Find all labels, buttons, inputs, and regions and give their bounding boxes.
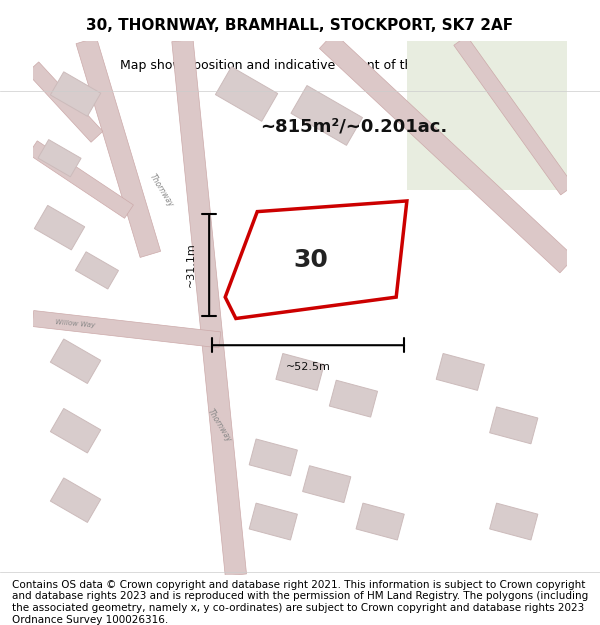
Bar [50, 409, 101, 453]
Bar [490, 407, 538, 444]
Bar [215, 67, 278, 121]
Text: Thornway: Thornway [148, 172, 175, 209]
Bar [50, 339, 101, 384]
Bar [50, 72, 101, 116]
Bar [291, 86, 362, 146]
Text: Contains OS data © Crown copyright and database right 2021. This information is : Contains OS data © Crown copyright and d… [12, 580, 588, 624]
Text: Thornway: Thornway [206, 407, 233, 444]
Bar [76, 252, 118, 289]
Text: ~31.1m: ~31.1m [185, 242, 196, 288]
Polygon shape [76, 38, 161, 258]
Bar [50, 478, 101, 522]
Bar [490, 503, 538, 540]
Polygon shape [454, 36, 574, 195]
Bar [34, 206, 85, 250]
Text: ~52.5m: ~52.5m [286, 362, 331, 372]
Bar [276, 354, 324, 391]
Bar [356, 503, 404, 540]
Text: 30: 30 [293, 248, 328, 272]
Text: 30, THORNWAY, BRAMHALL, STOCKPORT, SK7 2AF: 30, THORNWAY, BRAMHALL, STOCKPORT, SK7 2… [86, 18, 514, 33]
Bar [329, 380, 377, 417]
Bar [249, 503, 298, 540]
Polygon shape [172, 39, 247, 576]
Bar [302, 466, 351, 503]
Bar [436, 354, 484, 391]
Text: Map shows position and indicative extent of the property.: Map shows position and indicative extent… [120, 59, 480, 72]
Polygon shape [319, 32, 574, 273]
Polygon shape [28, 141, 133, 218]
Polygon shape [32, 311, 221, 348]
Polygon shape [27, 62, 103, 142]
Text: ~815m²/~0.201ac.: ~815m²/~0.201ac. [260, 117, 447, 135]
Bar [38, 139, 81, 177]
Polygon shape [407, 41, 567, 190]
Bar [249, 439, 298, 476]
Text: Willow Way: Willow Way [55, 319, 96, 329]
